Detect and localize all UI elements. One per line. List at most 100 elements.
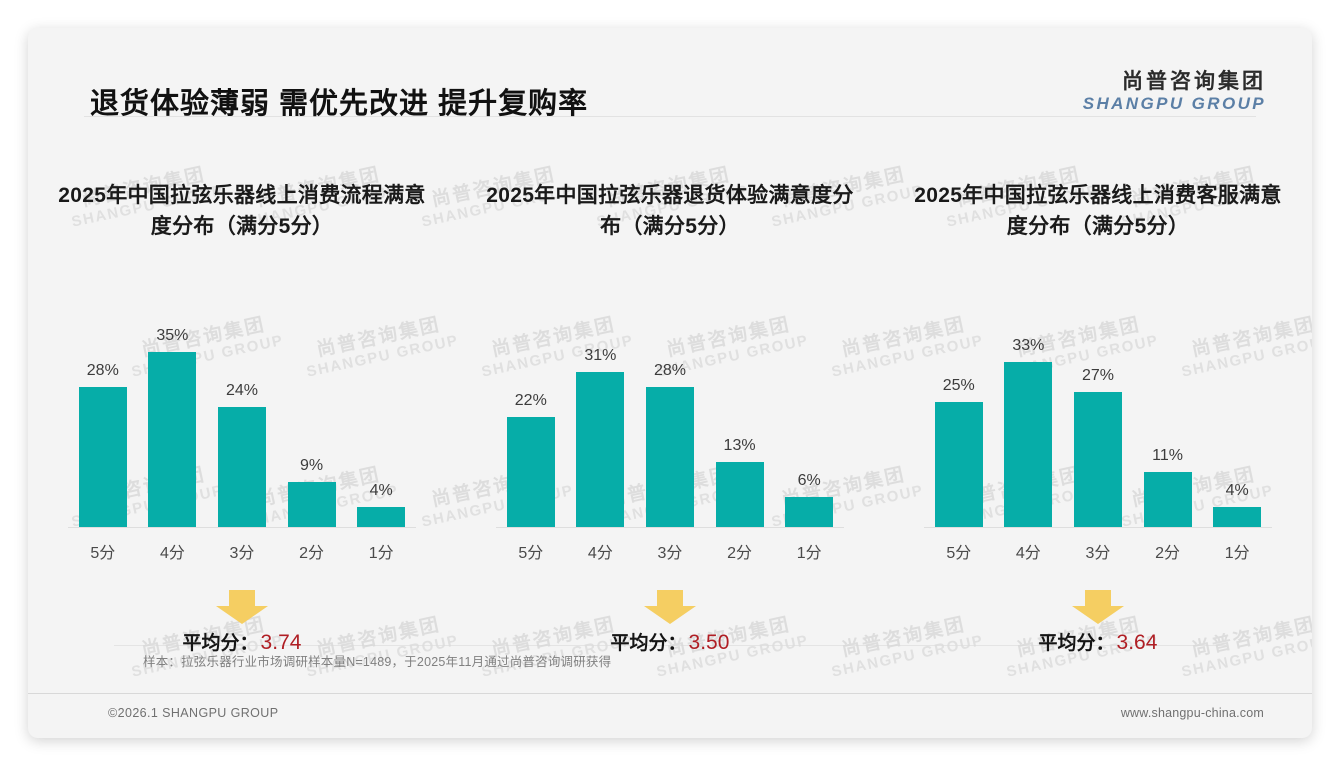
bar-value-label: 28% — [653, 362, 686, 380]
bar[interactable] — [287, 482, 336, 528]
bar-item[interactable]: 22% — [499, 312, 562, 528]
average-score-value: 3.64 — [1116, 631, 1158, 655]
slide-footer: ©2026.1 SHANGPU GROUP www.shangpu-china.… — [28, 694, 1312, 738]
x-axis-tick-label: 3分 — [657, 545, 683, 563]
bar-series: 28% 35% 24% 9% 4% — [68, 312, 416, 529]
bar-value-label: 24% — [225, 382, 258, 400]
x-axis-labels: 5分 4分 3分 2分 1分 — [924, 528, 1272, 563]
bar-value-label: 35% — [156, 327, 189, 345]
down-arrow-icon — [1071, 590, 1124, 625]
x-axis-tick-label: 2分 — [299, 545, 325, 563]
x-axis-labels: 5分 4分 3分 2分 1分 — [496, 528, 844, 563]
average-score-text: 平均分：3.64 — [1039, 628, 1158, 655]
average-score-block: 平均分：3.64 — [896, 590, 1300, 660]
footnote-divider — [114, 645, 1226, 646]
x-axis-tick-label: 5分 — [90, 545, 116, 563]
bar-item[interactable]: 28% — [71, 312, 134, 528]
bar[interactable] — [1073, 392, 1122, 528]
bar-value-label: 4% — [369, 482, 393, 500]
bar[interactable] — [1213, 507, 1262, 528]
average-score-label: 平均分： — [1038, 633, 1115, 655]
x-axis-tick-label: 3分 — [229, 545, 255, 563]
bar-value-label: 9% — [300, 457, 324, 475]
bar-item[interactable]: 9% — [280, 312, 343, 528]
bar-value-label: 25% — [942, 377, 975, 395]
x-axis-tick-label: 4分 — [159, 545, 185, 563]
bar-item[interactable]: 4% — [350, 312, 413, 528]
bar-item[interactable]: 33% — [997, 312, 1060, 528]
bar[interactable] — [78, 387, 127, 528]
chart-title: 2025年中国拉弦乐器退货体验满意度分布（满分5分） — [486, 184, 854, 239]
bar-item[interactable]: 6% — [778, 312, 841, 528]
bar[interactable] — [934, 402, 983, 528]
average-score-label: 平均分： — [182, 633, 259, 655]
x-axis-tick-label: 5分 — [946, 545, 972, 563]
x-axis-labels: 5分 4分 3分 2分 1分 — [68, 528, 416, 563]
down-arrow-icon — [215, 590, 268, 625]
bar[interactable] — [217, 407, 266, 528]
footer-divider — [28, 693, 1312, 694]
bar[interactable] — [645, 387, 694, 528]
bar-value-label: 33% — [1012, 337, 1045, 355]
header-divider — [84, 116, 1256, 117]
bar-item[interactable]: 24% — [211, 312, 274, 528]
x-axis-tick-label: 4分 — [1015, 545, 1041, 563]
slide: 尚普咨询集团 SHANGPU GROUP 尚普咨询集团 SHANGPU GROUP 尚普… — [28, 28, 1312, 738]
x-axis-tick-label: 1分 — [796, 545, 822, 563]
slide-header: 退货体验薄弱 需优先改进 提升复购率 尚普咨询集团 SHANGPU GROUP — [28, 28, 1312, 120]
bar-item[interactable]: 25% — [927, 312, 990, 528]
average-score-text: 平均分：3.74 — [183, 628, 302, 655]
x-axis-tick-label: 2分 — [727, 545, 753, 563]
average-score-block: 平均分：3.50 — [468, 590, 872, 660]
average-score-block: 平均分：3.74 — [40, 590, 444, 660]
bar-chart-plot: 22% 31% 28% 13% 6% 5分 4分 3分 2分 1分 — [495, 288, 844, 562]
chart-title: 2025年中国拉弦乐器线上消费客服满意度分布（满分5分） — [914, 184, 1282, 239]
brand-logo: 尚普咨询集团 SHANGPU GROUP — [1083, 70, 1266, 114]
bar-value-label: 13% — [723, 437, 756, 455]
bar[interactable] — [148, 352, 197, 528]
chart-title: 2025年中国拉弦乐器线上消费流程满意度分布（满分5分） — [58, 184, 426, 239]
bar-item[interactable]: 28% — [639, 312, 702, 528]
bar-series: 22% 31% 28% 13% 6% — [495, 312, 844, 529]
average-score-text: 平均分：3.50 — [611, 628, 730, 655]
x-axis-tick-label: 1分 — [368, 545, 394, 563]
logo-english-text: SHANGPU GROUP — [1082, 94, 1266, 114]
x-axis-tick-label: 5分 — [518, 545, 544, 563]
average-score-value: 3.50 — [688, 631, 730, 655]
bar[interactable] — [785, 497, 834, 528]
charts-row: 2025年中国拉弦乐器线上消费流程满意度分布（满分5分） 28% 35% 24% 9% 4… — [28, 146, 1312, 660]
down-arrow-icon — [643, 590, 696, 625]
logo-chinese-text: 尚普咨询集团 — [1122, 70, 1266, 93]
bar[interactable] — [1004, 362, 1053, 528]
chart-panel-2: 2025年中国拉弦乐器退货体验满意度分布（满分5分） 22% 31% 28% 13% 6%… — [456, 146, 884, 660]
bar-series: 25% 33% 27% 11% 4% — [923, 312, 1272, 529]
bar-value-label: 28% — [86, 362, 119, 380]
bar-chart-plot: 25% 33% 27% 11% 4% 5分 4分 3分 2分 1分 — [923, 288, 1272, 562]
page-title: 退货体验薄弱 需优先改进 提升复购率 — [90, 88, 589, 120]
bar-value-label: 27% — [1081, 367, 1114, 385]
bar[interactable] — [506, 417, 555, 528]
x-axis-tick-label: 4分 — [587, 545, 613, 563]
bar-item[interactable]: 13% — [708, 312, 771, 528]
bar-item[interactable]: 31% — [569, 312, 632, 528]
bar-value-label: 4% — [1225, 482, 1249, 500]
bar[interactable] — [715, 462, 764, 528]
bar-item[interactable]: 4% — [1206, 312, 1269, 528]
average-score-label: 平均分： — [610, 633, 687, 655]
bar-value-label: 6% — [797, 472, 821, 490]
chart-panel-1: 2025年中国拉弦乐器线上消费流程满意度分布（满分5分） 28% 35% 24% 9% 4… — [28, 146, 456, 660]
bar[interactable] — [357, 507, 406, 528]
bar-item[interactable]: 35% — [141, 312, 204, 528]
bar-chart-plot: 28% 35% 24% 9% 4% 5分 4分 3分 2分 1分 — [68, 288, 416, 562]
bar-item[interactable]: 11% — [1136, 312, 1199, 528]
bar-value-label: 22% — [514, 392, 547, 410]
chart-panel-3: 2025年中国拉弦乐器线上消费客服满意度分布（满分5分） 25% 33% 27% 11%… — [884, 146, 1312, 660]
bar[interactable] — [576, 372, 625, 528]
bar-value-label: 31% — [584, 347, 617, 365]
average-score-value: 3.74 — [260, 631, 302, 655]
bar-item[interactable]: 27% — [1067, 312, 1130, 528]
source-footnote: 样本：拉弦乐器行业市场调研样本量N=1489，于2025年11月通过尚普咨询调研… — [143, 655, 612, 669]
bar[interactable] — [1143, 472, 1192, 528]
website-link[interactable]: www.shangpu-china.com — [1120, 706, 1264, 720]
copyright-text: ©2026.1 SHANGPU GROUP — [108, 706, 279, 720]
